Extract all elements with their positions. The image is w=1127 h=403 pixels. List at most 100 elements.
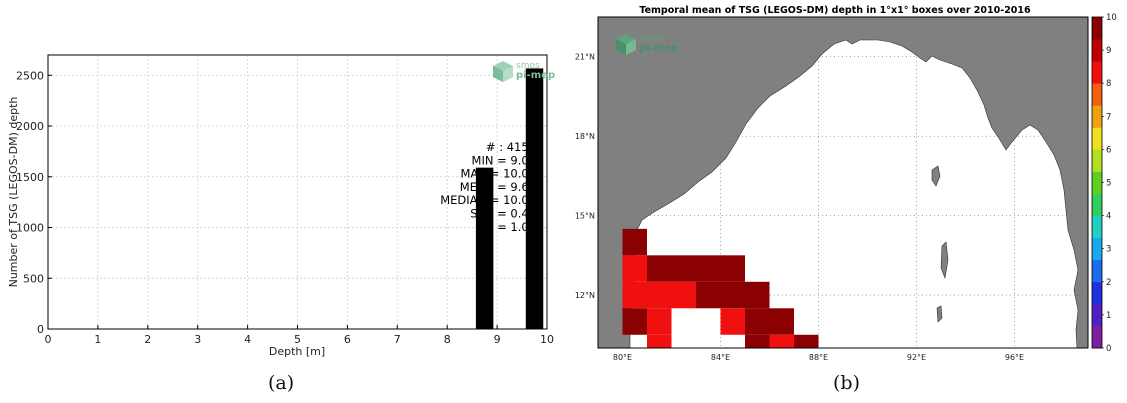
- stat-line: MEDIAN = 10.00: [440, 193, 536, 207]
- y-tick-label: 2500: [16, 69, 44, 82]
- cube-icon: [616, 34, 636, 55]
- x-tick-label: 5: [294, 333, 301, 346]
- x-axis-label: Depth [m]: [269, 345, 325, 358]
- caption-b: (b): [833, 372, 860, 394]
- logo-line1: smos: [639, 34, 663, 44]
- depth-histogram: 0 1 2 3 4 5 6 7 8 9 10 0 500 1000 1500 2000 2500 Depth …: [7, 54, 555, 358]
- colorbar-segment: [1092, 39, 1102, 62]
- heatmap-cell: [745, 334, 770, 348]
- colorbar-tick-label: 7: [1106, 112, 1111, 122]
- x-tick-label: 1: [94, 333, 101, 346]
- colorbar-tick-label: 0: [1106, 344, 1111, 354]
- logo-line1: smos: [516, 61, 540, 71]
- land-india-bangladesh-myanmar: [598, 17, 1088, 348]
- colorbar-segment: [1092, 281, 1102, 305]
- stat-line: MEAN = 9.62: [460, 180, 536, 194]
- map-title: Temporal mean of TSG (LEGOS-DM) depth in…: [639, 5, 1031, 16]
- heatmap-cell: [647, 334, 672, 348]
- longitude-label: 88°E: [809, 353, 828, 362]
- colorbar-tick-label: 9: [1106, 46, 1111, 56]
- cube-icon: [493, 61, 513, 82]
- heatmap-cell: [769, 308, 794, 335]
- smos-logo-map: smos pi-mep: [616, 34, 678, 55]
- longitude-label: 96°E: [1005, 353, 1024, 362]
- y-tick-label: 1000: [16, 222, 44, 235]
- heatmap-cell: [647, 308, 672, 335]
- colorbar-segment: [1092, 127, 1102, 150]
- map-grid: [598, 17, 1088, 348]
- stat-line: MIN = 9.00: [472, 153, 536, 167]
- stat-line: STD = 0.49: [470, 207, 536, 221]
- heatmap-cell: [745, 281, 770, 309]
- y-tick-label: 500: [23, 272, 44, 285]
- stat-line: MAX = 10.00: [460, 167, 536, 181]
- latitude-label: 12°N: [575, 291, 595, 300]
- y-tick-label: 2000: [16, 120, 44, 133]
- y-axis-label: Number of TSG (LEGOS-DM) depth: [7, 97, 20, 288]
- y-tick-labels: 0 500 1000 1500 2000 2500: [16, 69, 44, 336]
- smos-logo: smos pi-mep: [493, 61, 555, 82]
- heatmap-cell: [622, 228, 647, 256]
- colorbar-segment: [1092, 237, 1102, 261]
- x-tick-label: 9: [494, 333, 501, 346]
- colorbar-tick-label: 3: [1106, 245, 1111, 255]
- histogram-bars: [475, 68, 544, 329]
- longitude-label: 92°E: [907, 353, 926, 362]
- colorbar-segment: [1092, 171, 1102, 194]
- x-tick-label: 2: [144, 333, 151, 346]
- heatmap-cell: [794, 334, 819, 348]
- heatmap-cell: [696, 281, 721, 309]
- colorbar-segment: [1092, 17, 1102, 40]
- colorbar-segment: [1092, 303, 1102, 327]
- land-islands: [931, 165, 949, 323]
- heatmap-cell: [696, 255, 721, 282]
- heatmap-cell: [647, 281, 672, 309]
- logo-line2: pi-mep: [639, 43, 678, 54]
- heatmap-cell: [671, 281, 696, 309]
- y-tick-label: 0: [37, 323, 44, 336]
- x-tick-label: 7: [394, 333, 401, 346]
- land-layer: [598, 17, 1088, 348]
- colorbar-segment: [1092, 325, 1102, 349]
- heatmap-cell: [622, 308, 647, 335]
- heatmap-cell: [622, 255, 647, 282]
- x-tick-label: 4: [244, 333, 251, 346]
- latitude-tick-labels: 21°N 18°N 15°N 12°N: [575, 53, 595, 300]
- map-frame: [597, 16, 1089, 349]
- logo-line2: pi-mep: [516, 70, 555, 81]
- colorbar-segment: [1092, 259, 1102, 283]
- temporal-mean-map: Temporal mean of TSG (LEGOS-DM) depth in…: [575, 5, 1117, 362]
- colorbar-tick-label: 8: [1106, 79, 1111, 89]
- longitude-label: 80°E: [613, 353, 632, 362]
- heatmap-cell: [647, 255, 672, 282]
- stat-line: # : 4158: [486, 140, 536, 154]
- heatmap-cell: [720, 281, 745, 309]
- x-tick-label: 0: [45, 333, 52, 346]
- colorbar-segment: [1092, 215, 1102, 239]
- stat-line: IQ = 1.00: [481, 220, 536, 234]
- histogram-bar: [525, 68, 544, 329]
- caption-a: (a): [268, 372, 295, 394]
- colorbar-segment: [1092, 149, 1102, 172]
- y-tick-label: 1500: [16, 171, 44, 184]
- longitude-tick-labels: 80°E 84°E 88°E 92°E 96°E: [613, 353, 1024, 362]
- colorbar-tick-labels: 0 1 2 3 4 5 6 7 8 9 10: [1102, 13, 1117, 354]
- latitude-label: 18°N: [575, 132, 595, 141]
- colorbar-tick-label: 1: [1106, 311, 1111, 321]
- colorbar-tick-label: 10: [1106, 13, 1117, 23]
- x-tick-label: 10: [540, 333, 554, 346]
- colorbar-tick-label: 5: [1106, 179, 1111, 189]
- x-tick-label: 6: [344, 333, 351, 346]
- latitude-label: 21°N: [575, 53, 595, 62]
- x-tick-labels: 0 1 2 3 4 5 6 7 8 9 10: [45, 333, 555, 346]
- x-tick-label: 3: [194, 333, 201, 346]
- colorbar-tick-label: 2: [1106, 278, 1111, 288]
- colorbar-tick-label: 4: [1106, 212, 1111, 222]
- heatmap-cell: [769, 334, 794, 348]
- histogram-frame: [47, 54, 548, 330]
- colorbar-segment: [1092, 83, 1102, 106]
- heatmap-cell: [720, 308, 745, 335]
- heatmap-cells: [622, 228, 819, 348]
- colorbar: [1091, 16, 1103, 349]
